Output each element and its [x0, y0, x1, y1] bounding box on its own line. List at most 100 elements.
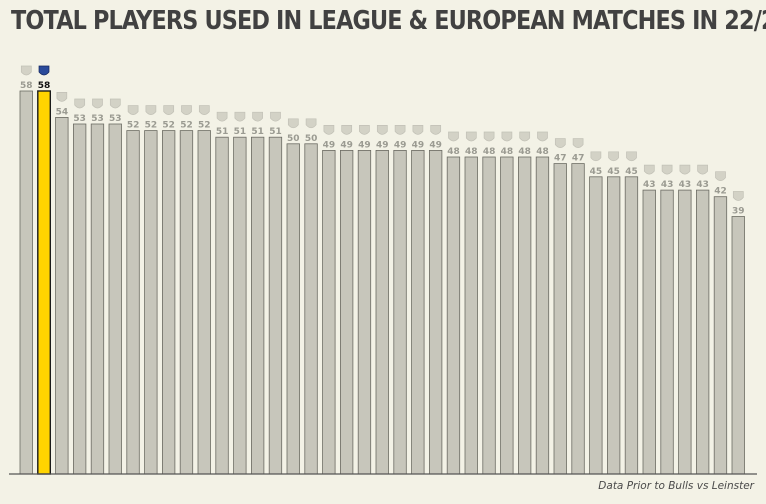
bar: [642, 189, 656, 475]
team-logo-icon: [341, 125, 353, 135]
bar-value-label: 52: [145, 121, 158, 131]
bar: [179, 130, 194, 475]
team-logo-icon: [626, 151, 637, 162]
team-logo-icon: [359, 125, 370, 135]
bar: [90, 123, 105, 475]
bar: [500, 156, 514, 475]
bar-value-label: 52: [162, 121, 175, 131]
bar-value-label: 49: [376, 140, 389, 150]
bar: [55, 117, 69, 475]
team-logo-icon: [448, 131, 459, 142]
team-logo-icon: [412, 125, 424, 135]
bar-value-label: 48: [536, 147, 549, 157]
bar: [197, 130, 211, 475]
bar: [696, 189, 710, 475]
team-logo-icon: [483, 131, 495, 142]
bar-value-label: 51: [234, 127, 247, 137]
team-logo-icon: [465, 131, 477, 142]
team-logo-icon: [127, 105, 139, 115]
bar-value-label: 54: [56, 107, 69, 117]
bar-value-label: 48: [465, 147, 478, 157]
bar: [571, 163, 585, 475]
bar: [428, 149, 443, 475]
team-logo-icon: [661, 164, 673, 175]
bar-value-label: 48: [483, 147, 496, 157]
team-logo-icon: [216, 111, 228, 122]
bar: [286, 143, 300, 475]
bar-value-label: 45: [607, 167, 620, 177]
bar: [357, 149, 372, 475]
team-logo-icon: [92, 98, 103, 109]
bar-value-label: 49: [394, 140, 407, 150]
bars-group: [19, 90, 745, 475]
bar-value-label: 48: [518, 147, 531, 157]
bar-value-label: 50: [305, 134, 318, 144]
bar: [393, 149, 407, 475]
bar: [19, 90, 33, 475]
bar-value-label: 43: [696, 180, 709, 190]
team-logo-icon: [376, 125, 388, 135]
bar-value-label: 51: [251, 127, 264, 137]
bar-value-label: 48: [501, 147, 514, 157]
bar: [250, 136, 265, 475]
team-logo-icon: [38, 65, 50, 76]
team-logo-icon: [234, 111, 246, 122]
bar: [446, 156, 461, 475]
team-logo-icon: [643, 164, 655, 175]
bar: [589, 176, 603, 475]
team-logo-icon: [537, 131, 548, 142]
team-logo-icon: [181, 105, 192, 115]
team-logo-icon: [590, 151, 602, 162]
bar: [233, 136, 247, 475]
bar: [73, 123, 87, 475]
bar-value-label: 58: [20, 81, 33, 91]
bar: [678, 189, 692, 475]
team-logo-icon: [252, 111, 263, 122]
bar: [482, 156, 496, 475]
team-logo-icon: [305, 118, 317, 129]
bar: [126, 130, 140, 475]
team-logo-icon: [270, 111, 281, 122]
bar: [108, 123, 122, 475]
bar-value-label: 52: [127, 121, 140, 131]
bar-value-label: 43: [643, 180, 656, 190]
bar: [607, 176, 621, 475]
bar-value-label: 53: [91, 114, 104, 124]
bar-value-label: 52: [198, 121, 211, 131]
team-logo-icon: [430, 125, 442, 135]
bar-value-label: 51: [269, 127, 282, 137]
team-logo-icon: [715, 171, 726, 182]
team-logo-icon: [732, 191, 744, 201]
team-logo-icon: [74, 98, 86, 109]
team-logo-icon: [554, 138, 566, 148]
bar-value-label: 45: [590, 167, 603, 177]
team-logos-group: [20, 65, 744, 201]
bar: [713, 196, 728, 475]
bar: [518, 156, 532, 475]
bar-value-label: 49: [358, 140, 371, 150]
footnote: Data Prior to Bulls vs Leinster: [598, 480, 754, 492]
team-logo-icon: [109, 98, 121, 109]
bar-highlighted: [37, 90, 51, 475]
bar-value-label: 49: [340, 140, 353, 150]
bar: [464, 156, 478, 475]
team-logo-icon: [198, 105, 210, 115]
bar-value-label: 49: [323, 140, 336, 150]
team-logo-icon: [501, 131, 513, 142]
bar-value-label: 52: [180, 121, 193, 131]
team-logo-icon: [679, 164, 691, 175]
chart-title: TOTAL PLAYERS USED IN LEAGUE & EUROPEAN …: [11, 6, 766, 36]
bar: [339, 149, 354, 475]
team-logo-icon: [572, 138, 584, 148]
team-logo-icon: [145, 105, 157, 115]
bar-value-label: 45: [625, 167, 638, 177]
bar-value-label: 53: [73, 114, 86, 124]
bar-value-label: 47: [572, 154, 585, 164]
bar-value-label: 50: [287, 134, 300, 144]
team-logo-icon: [287, 118, 299, 129]
bar: [411, 149, 425, 475]
team-logo-icon: [608, 151, 619, 162]
bar-value-label: 39: [732, 207, 745, 217]
bar: [161, 130, 176, 475]
team-logo-icon: [20, 65, 32, 76]
